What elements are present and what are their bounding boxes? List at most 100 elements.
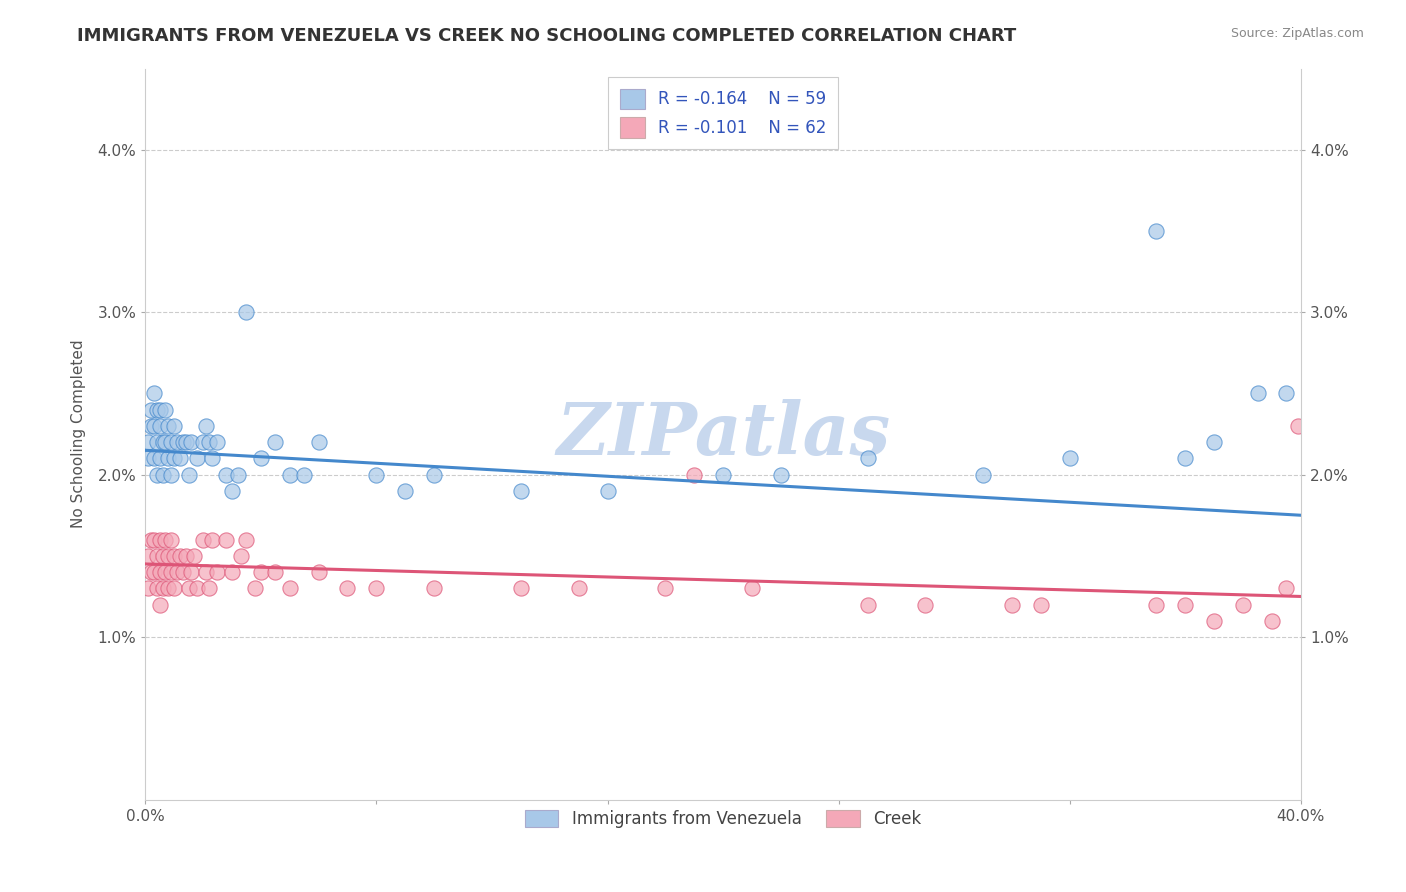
Point xyxy=(250,451,273,466)
Point xyxy=(1275,386,1298,401)
Point xyxy=(146,549,169,563)
Point xyxy=(186,582,208,596)
Point xyxy=(264,565,287,579)
Point xyxy=(201,533,224,547)
Text: ZIPatlas: ZIPatlas xyxy=(555,399,890,469)
Point xyxy=(174,549,197,563)
Point xyxy=(1204,435,1226,450)
Point xyxy=(278,582,301,596)
Point xyxy=(149,565,172,579)
Point xyxy=(166,565,188,579)
Point xyxy=(152,435,174,450)
Point xyxy=(235,533,257,547)
Point xyxy=(568,582,591,596)
Text: IMMIGRANTS FROM VENEZUELA VS CREEK NO SCHOOLING COMPLETED CORRELATION CHART: IMMIGRANTS FROM VENEZUELA VS CREEK NO SC… xyxy=(77,27,1017,45)
Point xyxy=(146,582,169,596)
Point xyxy=(186,451,208,466)
Point xyxy=(160,467,183,482)
Point xyxy=(183,549,205,563)
Point xyxy=(711,467,734,482)
Point xyxy=(160,565,183,579)
Point xyxy=(155,435,177,450)
Point xyxy=(146,402,169,417)
Point xyxy=(1146,224,1168,238)
Point xyxy=(1146,598,1168,612)
Point xyxy=(366,467,388,482)
Point xyxy=(194,565,217,579)
Point xyxy=(172,565,194,579)
Point xyxy=(292,467,315,482)
Point xyxy=(160,435,183,450)
Point xyxy=(139,533,162,547)
Point xyxy=(1059,451,1081,466)
Point xyxy=(152,582,174,596)
Point xyxy=(149,598,172,612)
Point xyxy=(169,451,191,466)
Point xyxy=(142,418,165,433)
Point xyxy=(142,565,165,579)
Point xyxy=(155,533,177,547)
Point xyxy=(177,582,200,596)
Point xyxy=(157,549,180,563)
Point xyxy=(769,467,792,482)
Point xyxy=(423,467,446,482)
Point xyxy=(152,467,174,482)
Point xyxy=(308,435,330,450)
Point xyxy=(221,565,243,579)
Y-axis label: No Schooling Completed: No Schooling Completed xyxy=(72,340,86,528)
Point xyxy=(198,435,221,450)
Point xyxy=(683,467,706,482)
Point xyxy=(308,565,330,579)
Point xyxy=(139,565,162,579)
Point xyxy=(1029,598,1052,612)
Point xyxy=(1286,418,1309,433)
Point xyxy=(157,418,180,433)
Point xyxy=(160,533,183,547)
Point xyxy=(509,483,531,498)
Point xyxy=(136,451,159,466)
Point xyxy=(163,418,186,433)
Point xyxy=(207,435,229,450)
Point xyxy=(207,565,229,579)
Point xyxy=(1204,614,1226,628)
Point xyxy=(136,582,159,596)
Point xyxy=(139,418,162,433)
Point xyxy=(972,467,994,482)
Legend: Immigrants from Venezuela, Creek: Immigrants from Venezuela, Creek xyxy=(519,804,928,835)
Point xyxy=(856,598,879,612)
Point xyxy=(146,467,169,482)
Point xyxy=(139,402,162,417)
Point xyxy=(741,582,763,596)
Point xyxy=(155,402,177,417)
Point xyxy=(152,549,174,563)
Point xyxy=(221,483,243,498)
Point xyxy=(278,467,301,482)
Point xyxy=(215,467,238,482)
Point xyxy=(366,582,388,596)
Point xyxy=(509,582,531,596)
Point xyxy=(1246,386,1268,401)
Point xyxy=(157,582,180,596)
Point xyxy=(198,582,221,596)
Point xyxy=(163,549,186,563)
Point xyxy=(336,582,359,596)
Point xyxy=(136,435,159,450)
Point xyxy=(136,549,159,563)
Point xyxy=(201,451,224,466)
Point xyxy=(194,418,217,433)
Point xyxy=(229,549,252,563)
Point xyxy=(163,582,186,596)
Point xyxy=(149,418,172,433)
Point xyxy=(1275,582,1298,596)
Point xyxy=(1174,598,1197,612)
Text: Source: ZipAtlas.com: Source: ZipAtlas.com xyxy=(1230,27,1364,40)
Point xyxy=(157,451,180,466)
Point xyxy=(172,435,194,450)
Point xyxy=(142,386,165,401)
Point xyxy=(423,582,446,596)
Point xyxy=(191,533,214,547)
Point xyxy=(169,549,191,563)
Point xyxy=(914,598,936,612)
Point xyxy=(174,435,197,450)
Point xyxy=(1174,451,1197,466)
